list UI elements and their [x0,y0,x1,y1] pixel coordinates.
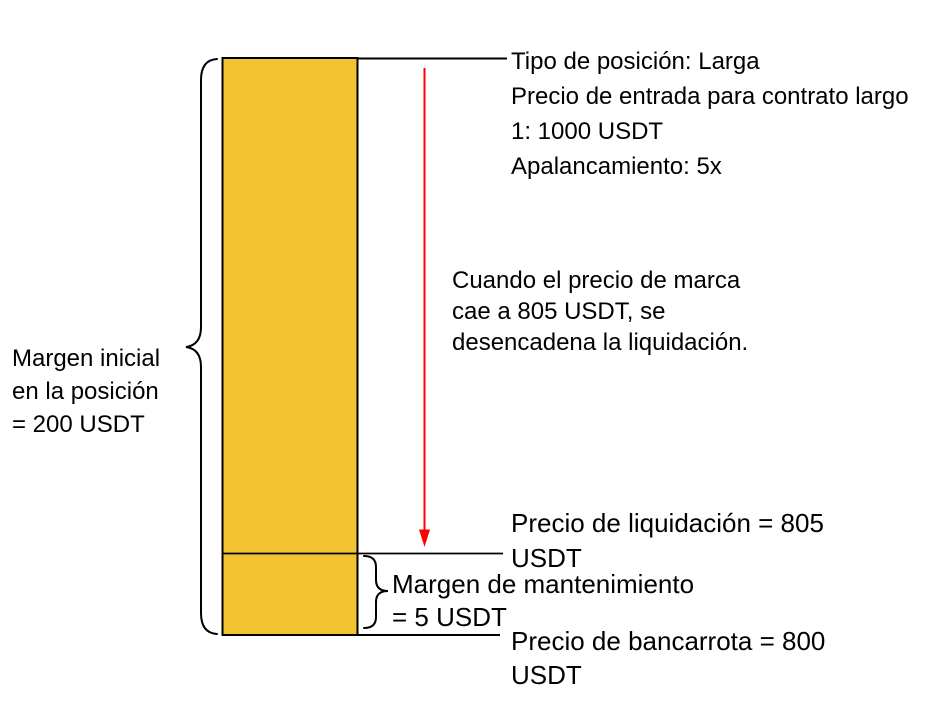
label-line: = 5 USDT [392,602,507,632]
label-line: 1: 1000 USDT [511,118,664,145]
label-line: en la posición [12,378,159,405]
price-drop-arrowhead-icon [419,529,430,547]
initial-margin-bar [221,57,359,636]
label-line: USDT [511,543,582,573]
label-line: Cuando el precio de marca [452,267,741,294]
label-line: Tipo de posición: Larga [511,48,760,75]
label-line: Precio de bancarrota = 800 [511,626,826,656]
price-drop-arrow [419,68,430,547]
position-info-label: Tipo de posición: Larga Precio de entrad… [511,44,909,184]
label-line: Margen de mantenimiento [392,569,695,599]
label-line: Apalancamiento: 5x [511,153,722,180]
label-line: Precio de liquidación = 805 [511,508,824,538]
liquidation-trigger-label: Cuando el precio de marca cae a 805 USDT… [452,265,748,358]
label-line: desencadena la liquidación. [452,329,749,356]
initial-margin-label: Margen inicial en la posición = 200 USDT [12,342,160,441]
initial-margin-brace [185,58,218,635]
label-line: Margen inicial [12,345,161,372]
label-line: Precio de entrada para contrato largo [511,83,909,110]
liquidation-price-label: Precio de liquidación = 805 USDT [511,506,824,576]
label-line: cae a 805 USDT, se [452,298,666,325]
bankruptcy-price-label: Precio de bancarrota = 800 USDT [511,624,825,692]
maintenance-margin-brace [363,555,389,629]
label-line: = 200 USDT [12,411,145,438]
maintenance-margin-label: Margen de mantenimiento = 5 USDT [392,568,694,634]
label-line: USDT [511,660,582,690]
